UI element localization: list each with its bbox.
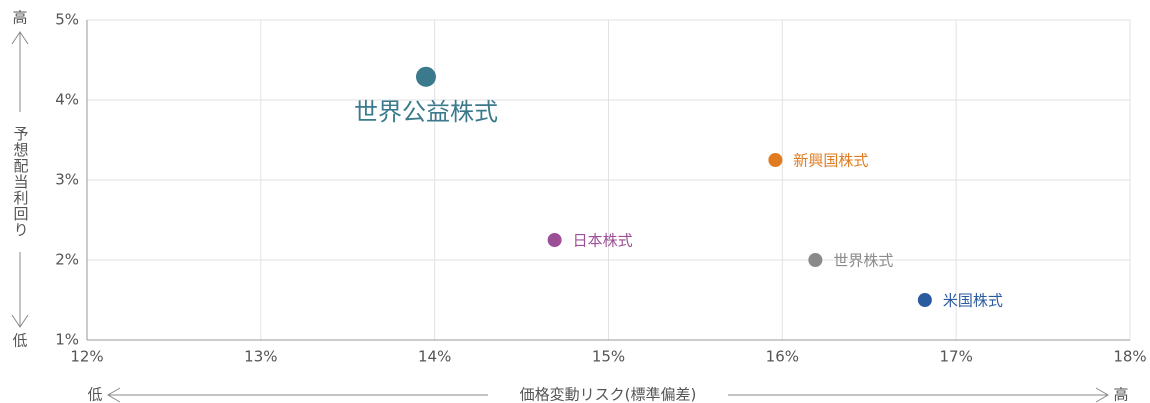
x-tick-label: 14% bbox=[418, 348, 451, 366]
x-tick-label: 16% bbox=[766, 348, 799, 366]
y-tick-label: 1% bbox=[55, 331, 79, 349]
point bbox=[415, 66, 436, 87]
y-tick-label: 3% bbox=[55, 171, 79, 189]
x-axis-high: 高 bbox=[1113, 386, 1128, 403]
y-axis-label: 予想配当利回り bbox=[12, 126, 30, 238]
point-label: 米国株式 bbox=[943, 292, 1003, 310]
y-tick-label: 5% bbox=[55, 11, 79, 29]
y-axis-high: 高 bbox=[12, 9, 27, 27]
y-axis-arrows bbox=[11, 31, 29, 328]
y-tick-label: 4% bbox=[55, 91, 79, 109]
y-axis-low: 低 bbox=[12, 332, 27, 350]
point-label: 世界公益株式 bbox=[354, 98, 498, 126]
point bbox=[808, 253, 823, 267]
x-axis-arrows bbox=[107, 387, 1109, 403]
x-tick-label: 15% bbox=[592, 348, 625, 366]
x-tick-label: 13% bbox=[244, 348, 277, 366]
x-axis-low: 低 bbox=[87, 386, 102, 403]
x-tick-label: 17% bbox=[939, 348, 972, 366]
y-tick-label: 2% bbox=[55, 251, 79, 269]
point bbox=[547, 233, 562, 247]
x-axis-label: 価格変動リスク(標準偏差) bbox=[520, 386, 697, 403]
x-tick-label: 18% bbox=[1113, 348, 1146, 366]
point bbox=[917, 293, 932, 307]
point-label: 世界株式 bbox=[833, 252, 893, 270]
point-label: 日本株式 bbox=[573, 232, 633, 250]
point-label: 新興国株式 bbox=[793, 152, 868, 170]
point bbox=[768, 153, 783, 167]
x-tick-label: 12% bbox=[70, 348, 103, 366]
